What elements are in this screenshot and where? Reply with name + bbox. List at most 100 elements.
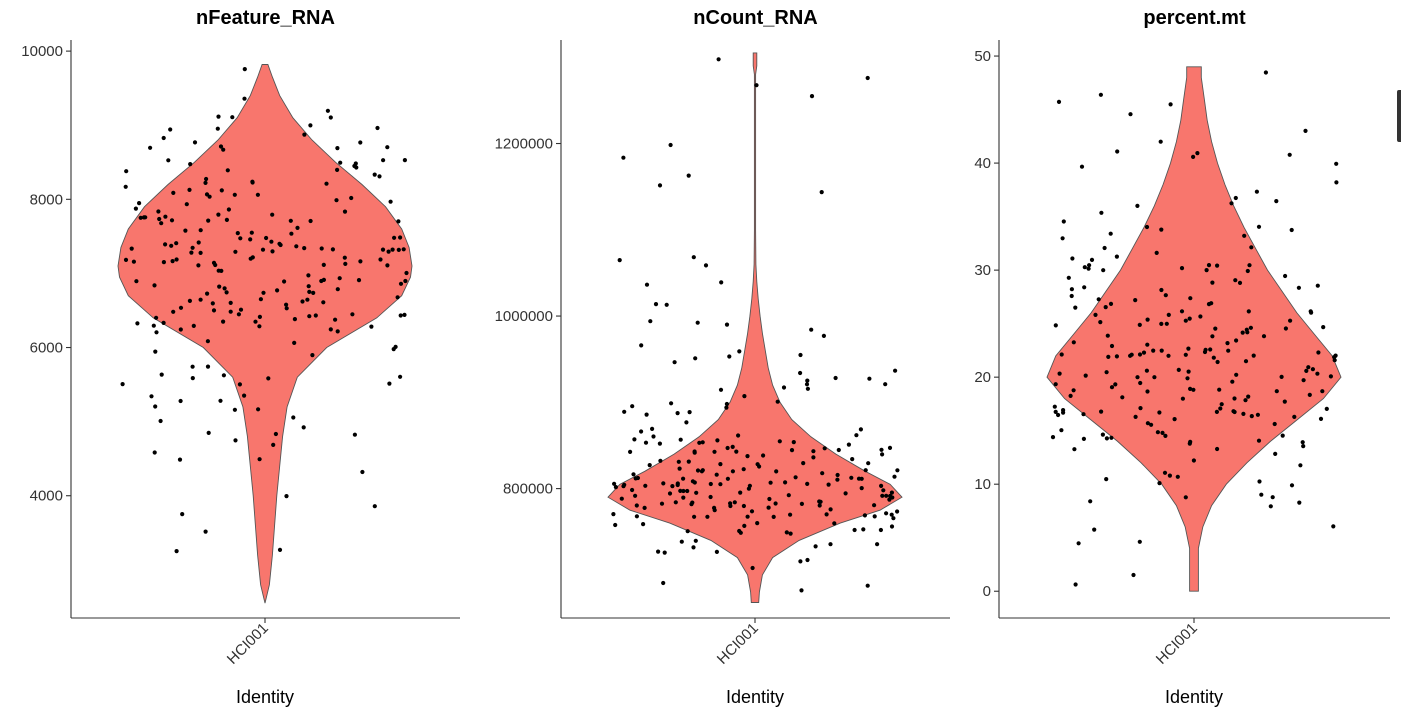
data-point [387, 381, 392, 386]
data-point [1225, 341, 1230, 346]
data-point [866, 461, 871, 466]
data-point [191, 323, 196, 328]
panel-percent-mt: percent.mt 0 10 20 30 40 50 HCI001 Identity [974, 7, 1390, 707]
data-point [403, 278, 408, 284]
data-point [1292, 414, 1297, 419]
data-point [730, 444, 735, 449]
data-point [1159, 348, 1164, 353]
data-point [1307, 392, 1312, 397]
data-point [1254, 189, 1259, 194]
data-point [659, 501, 665, 506]
data-point [300, 299, 305, 304]
data-point [225, 168, 230, 173]
data-point [163, 242, 168, 247]
data-point [159, 221, 164, 226]
data-point [1218, 406, 1223, 411]
data-point [714, 472, 719, 477]
data-point [1241, 411, 1246, 416]
data-point [396, 219, 401, 224]
data-point [846, 442, 852, 447]
data-point [148, 145, 153, 150]
data-point [669, 401, 674, 406]
data-point [641, 522, 646, 527]
y-tick-label: 8000 [30, 191, 63, 208]
data-point [205, 364, 211, 369]
data-point [889, 524, 895, 529]
data-point [809, 94, 815, 99]
data-point [1053, 409, 1058, 414]
data-point [865, 583, 870, 588]
data-point [154, 330, 159, 335]
data-point [1108, 231, 1113, 236]
data-point [221, 147, 226, 152]
data-point [123, 184, 128, 189]
data-point [1282, 399, 1287, 404]
data-point [307, 289, 312, 294]
data-point [330, 247, 335, 252]
data-point [854, 433, 859, 438]
data-point [714, 549, 720, 555]
data-point [1050, 435, 1056, 440]
data-point [1306, 365, 1311, 370]
data-point [664, 302, 669, 307]
data-point [1296, 285, 1301, 290]
data-point [889, 512, 894, 517]
data-point [708, 494, 713, 500]
data-point [171, 309, 176, 314]
data-point [1083, 373, 1088, 378]
data-point [1263, 70, 1268, 75]
data-point [681, 476, 686, 481]
data-point [1210, 334, 1215, 339]
data-point [687, 410, 692, 415]
data-point [1137, 322, 1142, 327]
data-point [1144, 224, 1150, 230]
data-point [1076, 541, 1081, 546]
data-point [1109, 435, 1114, 440]
data-point [1324, 406, 1329, 411]
data-point [1331, 524, 1336, 529]
data-point [393, 344, 398, 349]
data-point [204, 192, 210, 197]
data-point [183, 228, 188, 233]
data-point [386, 249, 391, 254]
data-point [895, 509, 900, 514]
data-point [1234, 338, 1239, 343]
data-point [1280, 433, 1285, 438]
panel-title: nFeature_RNA [196, 7, 335, 29]
data-point [863, 468, 868, 473]
data-point [343, 261, 348, 266]
data-point [1160, 430, 1165, 435]
data-point [1079, 164, 1085, 169]
data-point [1186, 369, 1191, 374]
data-point [395, 295, 400, 300]
data-point [647, 463, 652, 468]
data-point [821, 333, 827, 338]
data-point [879, 447, 884, 452]
data-point [1100, 432, 1105, 437]
data-point [818, 499, 823, 504]
data-point [630, 487, 635, 493]
data-point [673, 500, 678, 505]
data-point [180, 511, 185, 517]
data-point [784, 530, 789, 535]
data-point [174, 241, 179, 246]
data-point [861, 527, 866, 532]
data-point [1166, 353, 1171, 358]
data-point [1237, 280, 1243, 285]
data-point [1155, 430, 1160, 435]
data-point [1081, 436, 1086, 441]
y-tick-label: 10 [974, 476, 991, 493]
data-point [1301, 444, 1306, 449]
data-point [161, 260, 166, 265]
data-point [398, 313, 403, 318]
data-point [151, 323, 156, 328]
data-point [198, 228, 203, 233]
data-point [1283, 326, 1288, 331]
data-point [333, 317, 338, 322]
data-point [724, 405, 729, 410]
data-point [1066, 275, 1071, 280]
data-point [149, 394, 154, 399]
data-point [728, 501, 733, 506]
data-point [798, 370, 803, 376]
data-point [1288, 318, 1293, 323]
